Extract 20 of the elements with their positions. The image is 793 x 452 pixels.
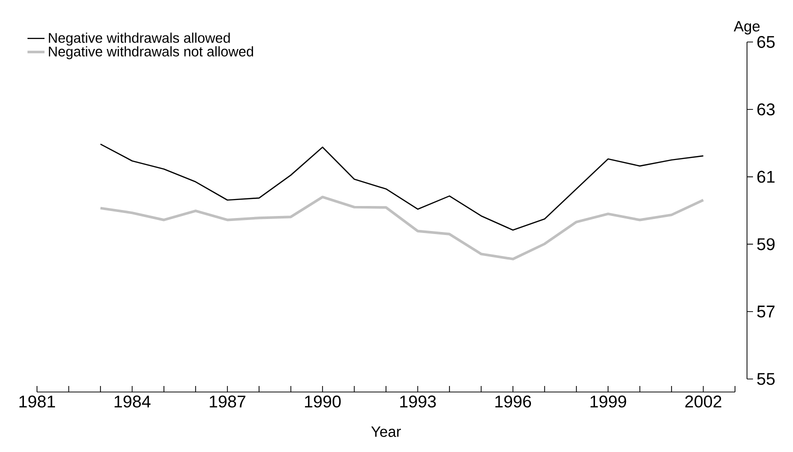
line-series xyxy=(99,196,705,260)
y-tick-label: 63 xyxy=(757,103,775,116)
y-tick-label: 61 xyxy=(757,170,775,183)
y-axis-title: Age xyxy=(734,21,760,34)
x-tick-label: 2002 xyxy=(685,396,722,408)
legend-label: Negative withdrawals allowed xyxy=(48,32,230,46)
y-tick-label: 59 xyxy=(757,238,775,250)
x-tick-label: 1996 xyxy=(495,396,531,408)
x-axis-title: Year xyxy=(371,426,401,437)
legend-label: Negative withdrawals not allowed xyxy=(48,46,254,60)
x-tick-label: 1993 xyxy=(400,396,436,408)
x-tick-label: 1987 xyxy=(210,396,246,408)
y-tick-label: 55 xyxy=(757,373,775,385)
y-tick-label: 65 xyxy=(757,36,775,48)
y-tick-label: 57 xyxy=(757,306,775,318)
x-tick-label: 1999 xyxy=(590,396,626,408)
line-series xyxy=(100,144,704,231)
x-tick-label: 1984 xyxy=(114,396,151,408)
x-tick-label: 1981 xyxy=(19,396,56,408)
x-tick-label: 1990 xyxy=(305,396,341,408)
